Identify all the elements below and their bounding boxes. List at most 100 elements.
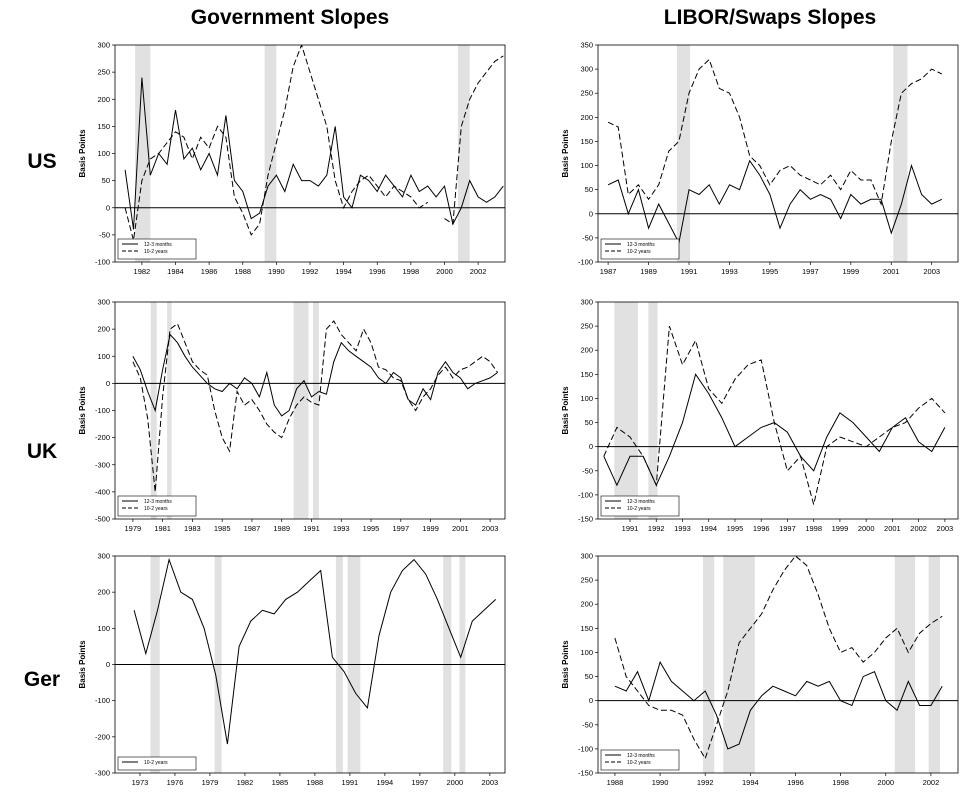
x-tick-label: 2003: [937, 524, 954, 533]
y-axis-label: Basis Points: [78, 386, 87, 435]
series-line: [614, 660, 943, 750]
shaded-period: [928, 556, 940, 773]
y-tick-label: 0: [589, 209, 593, 218]
y-tick-label: -300: [95, 460, 110, 469]
legend-label: 12-3 months: [627, 242, 655, 248]
series-line: [607, 159, 943, 245]
x-tick-label: 1995: [762, 267, 779, 276]
y-tick-label: 100: [97, 352, 110, 361]
x-tick-label: 1999: [842, 267, 859, 276]
row-label: US: [27, 150, 56, 173]
y-tick-label: 100: [580, 394, 593, 403]
series-line: [124, 77, 504, 230]
legend-label: 12-3 months: [627, 499, 655, 505]
y-tick-label: -150: [578, 769, 593, 778]
x-tick-label: 1993: [333, 524, 350, 533]
shaded-period: [293, 302, 309, 519]
legend-label: 12-3 months: [144, 499, 172, 505]
x-tick-label: 1990: [268, 267, 285, 276]
x-tick-label: 1988: [234, 267, 251, 276]
x-tick-label: 1988: [307, 778, 324, 787]
y-tick-label: 300: [97, 41, 110, 50]
y-tick-label: 100: [580, 161, 593, 170]
legend-label: 10-2 years: [144, 249, 168, 255]
legend-label: 12-3 months: [627, 753, 655, 759]
column-title: Government Slopes: [191, 6, 389, 29]
row-label: UK: [27, 440, 57, 463]
y-tick-label: 100: [97, 149, 110, 158]
panel: -500 -400 -300 -200 -100 0 100 200 300 1979 1981 19…: [78, 298, 506, 533]
x-tick-label: 1985: [272, 778, 289, 787]
shaded-period: [723, 556, 755, 773]
x-tick-label: 1979: [202, 778, 219, 787]
y-tick-label: 200: [580, 346, 593, 355]
panel: -150 -100 -50 0 50 100 150 200 250 300 1988 1990 199…: [561, 552, 959, 787]
y-tick-label: 100: [580, 648, 593, 657]
plot-frame: [597, 301, 959, 520]
x-tick-label: 2003: [481, 778, 498, 787]
x-tick-label: 1997: [802, 267, 819, 276]
x-tick-label: 1989: [273, 524, 290, 533]
x-tick-label: 1987: [600, 267, 617, 276]
y-tick-label: -300: [95, 769, 110, 778]
series-line: [132, 320, 499, 492]
y-tick-label: 200: [580, 113, 593, 122]
panel: -300 -200 -100 0 100 200 300 1973 1976 1979 1982 19…: [78, 552, 506, 787]
x-tick-label: 1991: [681, 267, 698, 276]
legend-label: 10-2 years: [627, 506, 651, 512]
y-tick-label: -100: [95, 696, 110, 705]
y-tick-label: -200: [95, 433, 110, 442]
y-tick-label: 300: [580, 552, 593, 561]
x-tick-label: 1994: [742, 778, 759, 787]
y-axis-label: Basis Points: [561, 129, 570, 178]
x-tick-label: 1997: [779, 524, 796, 533]
y-tick-label: -50: [582, 466, 593, 475]
x-tick-label: 2003: [923, 267, 940, 276]
y-tick-label: 300: [580, 298, 593, 307]
plot-frame: [114, 44, 506, 263]
y-tick-label: 350: [580, 41, 593, 50]
panel: -100 -50 0 50 100 150 200 250 300 350 1987 1989 1991…: [561, 41, 959, 276]
y-tick-label: -50: [99, 230, 110, 239]
y-tick-label: 300: [97, 552, 110, 561]
x-tick-label: 1994: [335, 267, 352, 276]
x-tick-label: 1981: [154, 524, 171, 533]
x-tick-label: 1999: [422, 524, 439, 533]
series-line: [124, 45, 504, 241]
shaded-period: [614, 302, 638, 519]
x-tick-label: 2000: [447, 778, 464, 787]
x-tick-label: 1995: [727, 524, 744, 533]
x-tick-label: 1995: [363, 524, 380, 533]
x-tick-label: 2002: [470, 267, 487, 276]
x-tick-label: 1973: [132, 778, 149, 787]
x-tick-label: 1993: [674, 524, 691, 533]
plot-frame: [597, 555, 959, 774]
y-tick-label: 150: [580, 624, 593, 633]
shaded-period: [893, 45, 908, 262]
legend-box: [117, 756, 197, 771]
y-tick-label: -100: [578, 258, 593, 267]
y-tick-label: 0: [106, 203, 110, 212]
shaded-period: [264, 45, 277, 262]
y-axis-label: Basis Points: [78, 129, 87, 178]
x-tick-label: 1992: [697, 778, 714, 787]
legend-label: 10-2 years: [627, 249, 651, 255]
y-tick-label: -100: [578, 744, 593, 753]
y-tick-label: 300: [580, 65, 593, 74]
column-title: LIBOR/Swaps Slopes: [664, 6, 876, 29]
y-tick-label: 0: [106, 379, 110, 388]
x-tick-label: 2002: [923, 778, 940, 787]
x-tick-label: 1982: [237, 778, 254, 787]
y-tick-label: 200: [97, 588, 110, 597]
y-tick-label: 100: [97, 624, 110, 633]
y-tick-label: -500: [95, 515, 110, 524]
series-line: [614, 556, 943, 760]
y-axis-label: Basis Points: [561, 386, 570, 435]
y-tick-label: 200: [97, 325, 110, 334]
y-tick-label: 50: [585, 418, 593, 427]
x-tick-label: 1983: [184, 524, 201, 533]
x-tick-label: 2001: [884, 524, 901, 533]
x-tick-label: 1993: [721, 267, 738, 276]
y-tick-label: 300: [97, 298, 110, 307]
plot-frame: [597, 44, 959, 263]
